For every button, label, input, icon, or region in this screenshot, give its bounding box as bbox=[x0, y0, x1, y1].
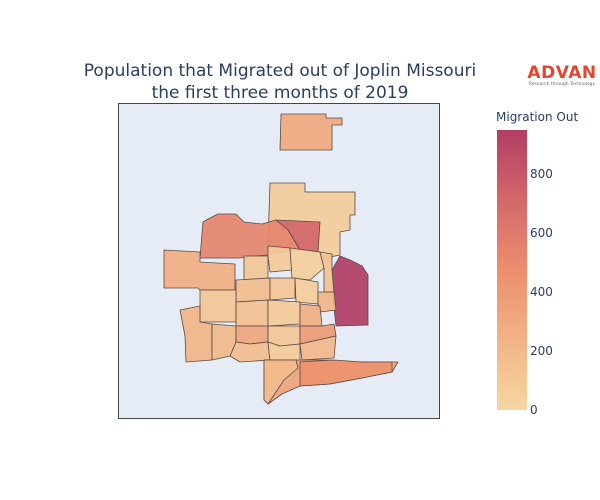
region-center-8[interactable] bbox=[317, 291, 337, 313]
region-center-1[interactable] bbox=[243, 255, 269, 281]
region-center-9[interactable] bbox=[235, 299, 269, 327]
region-south-2[interactable] bbox=[235, 325, 269, 345]
region-center-11[interactable] bbox=[299, 303, 323, 327]
region-center-6[interactable] bbox=[269, 277, 296, 301]
region-east-large[interactable] bbox=[331, 255, 369, 327]
chart-title-line-2: the first three months of 2019 bbox=[151, 83, 409, 103]
region-center-4[interactable] bbox=[319, 251, 335, 293]
region-northeast-isolated[interactable] bbox=[279, 113, 343, 151]
advan-logo: ADVAN Research through Technology bbox=[527, 64, 597, 88]
region-south-5[interactable] bbox=[229, 341, 271, 363]
chart-title-line-1: Population that Migrated out of Joplin M… bbox=[83, 61, 477, 81]
region-center-10[interactable] bbox=[267, 299, 301, 327]
colorbar-tick-600: 600 bbox=[530, 226, 553, 241]
colorbar-tick-800: 800 bbox=[530, 167, 553, 182]
region-west-lower[interactable] bbox=[199, 289, 237, 323]
logo-wordmark: ADVAN bbox=[527, 63, 597, 83]
colorbar-tick-400: 400 bbox=[530, 285, 553, 300]
colorbar-tick-200: 200 bbox=[530, 344, 553, 359]
region-south-6[interactable] bbox=[267, 341, 301, 363]
region-south-inner[interactable] bbox=[299, 359, 393, 387]
logo-tagline: Research through Technology bbox=[528, 82, 596, 87]
region-center-5[interactable] bbox=[235, 277, 271, 303]
colorbar-title: Migration Out bbox=[496, 110, 579, 124]
region-south-7[interactable] bbox=[299, 335, 337, 361]
colorbar bbox=[497, 130, 527, 410]
colorbar-tick-0: 0 bbox=[530, 403, 538, 417]
region-southwest-strip[interactable] bbox=[263, 359, 299, 405]
region-center-7[interactable] bbox=[294, 277, 319, 305]
region-center-3[interactable] bbox=[289, 247, 325, 281]
chart-title: Population that Migrated out of Joplin M… bbox=[60, 60, 500, 104]
region-center-2[interactable] bbox=[267, 245, 293, 273]
region-south-3[interactable] bbox=[267, 325, 301, 347]
